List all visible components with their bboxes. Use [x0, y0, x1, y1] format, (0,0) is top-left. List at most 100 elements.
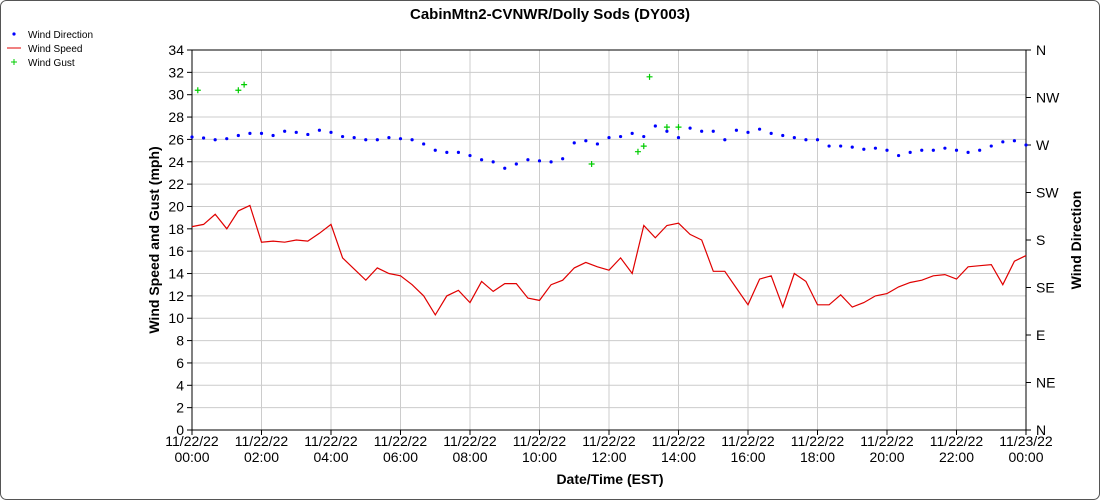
y-tick-label: 16 — [168, 243, 184, 259]
direction-dot — [514, 162, 518, 166]
direction-dot — [248, 131, 252, 135]
direction-dot — [259, 131, 264, 135]
direction-dot — [827, 144, 831, 148]
direction-dot — [607, 136, 611, 140]
direction-dot — [398, 137, 403, 141]
direction-dot — [676, 136, 681, 140]
direction-dot — [503, 166, 507, 170]
direction-dot — [734, 128, 739, 132]
y2-tick-label: SE — [1036, 280, 1055, 296]
direction-dot — [1024, 143, 1028, 147]
legend-swatch — [11, 59, 17, 65]
gust-marker — [663, 124, 670, 131]
y2-tick-label: NW — [1036, 90, 1060, 106]
speed-line — [191, 204, 1027, 317]
direction-dot — [201, 136, 206, 140]
gust-marker — [634, 148, 641, 155]
y-tick-label: 22 — [168, 176, 184, 192]
direction-dot — [595, 142, 600, 146]
direction-dot — [792, 136, 796, 140]
y-tick-label: 12 — [168, 288, 184, 304]
direction-dot — [989, 144, 993, 148]
x-tick-label: 11/22/22 16:00 — [721, 433, 775, 465]
gust-marker — [675, 124, 682, 131]
y2-tick-label: NE — [1036, 375, 1055, 391]
y-tick-label: 6 — [176, 355, 184, 371]
direction-dot — [1012, 139, 1017, 143]
direction-dot — [352, 136, 356, 140]
legend-label: Wind Direction — [28, 30, 93, 41]
direction-dot — [375, 138, 379, 142]
y2-tick-label: N — [1036, 42, 1046, 58]
direction-dot — [1001, 140, 1005, 144]
direction-dot — [746, 130, 750, 134]
x-tick-label: 11/22/22 02:00 — [235, 433, 289, 465]
plot-area — [191, 49, 1027, 431]
y-tick-label: 34 — [168, 42, 184, 58]
direction-dot — [410, 138, 414, 142]
gust-marker — [194, 87, 201, 94]
y-tick-label: 20 — [168, 198, 184, 214]
direction-dot — [723, 138, 727, 142]
direction-dot — [561, 157, 565, 161]
y-tick-label: 4 — [176, 377, 184, 393]
x-tick-label: 11/22/22 00:00 — [165, 433, 219, 465]
direction-dot — [804, 138, 808, 142]
x-tick-label: 11/22/22 04:00 — [304, 433, 358, 465]
direction-dot — [700, 129, 704, 133]
direction-dot — [943, 146, 947, 150]
y-tick-label: 30 — [168, 87, 184, 103]
gust-marker — [235, 87, 242, 94]
direction-dot — [340, 134, 345, 139]
direction-dot — [815, 138, 820, 142]
direction-dot — [839, 144, 843, 148]
y-axis-label: Wind Speed and Gust (mph) — [146, 146, 162, 333]
y2-tick-label: SW — [1036, 185, 1059, 201]
gust-marker — [241, 81, 248, 88]
x-tick-label: 11/22/22 14:00 — [652, 433, 706, 465]
y-tick-label: 8 — [176, 333, 184, 349]
direction-dot — [873, 146, 878, 150]
x-tick-label: 11/23/22 00:00 — [999, 433, 1053, 465]
direction-dot — [584, 139, 588, 143]
direction-dot — [306, 132, 310, 137]
direction-dot — [271, 133, 275, 138]
gust-marker — [588, 161, 595, 167]
direction-dot — [618, 134, 623, 139]
direction-dot — [572, 141, 576, 145]
direction-dot — [317, 128, 322, 132]
direction-dot — [526, 158, 530, 162]
direction-dot — [920, 148, 924, 152]
y-tick-label: 32 — [168, 64, 184, 80]
y-tick-label: 26 — [168, 131, 184, 147]
direction-dot — [908, 150, 912, 154]
direction-dot — [978, 148, 982, 152]
gust-marker — [640, 143, 647, 150]
direction-dot — [329, 130, 333, 134]
x-tick-label: 11/22/22 10:00 — [513, 433, 567, 465]
legend-label: Wind Gust — [28, 58, 75, 69]
direction-dot — [190, 135, 194, 139]
y-tick-label: 14 — [168, 266, 184, 282]
direction-dot — [283, 129, 287, 133]
direction-dot — [422, 142, 426, 146]
direction-dot — [885, 148, 889, 152]
direction-dot — [896, 153, 901, 158]
legend-label: Wind Speed — [28, 44, 82, 55]
direction-dot — [781, 133, 785, 138]
x-tick-label: 11/22/22 06:00 — [374, 433, 428, 465]
direction-dot — [225, 137, 229, 141]
direction-dot — [479, 158, 484, 162]
y-tick-label: 28 — [168, 109, 184, 125]
direction-dot — [468, 153, 472, 158]
direction-dot — [966, 150, 970, 154]
direction-dot — [433, 148, 437, 152]
legend-swatch — [12, 32, 16, 36]
y2-tick-label: S — [1036, 232, 1045, 248]
direction-dot — [491, 160, 495, 164]
direction-dot — [387, 136, 391, 140]
x-axis-label: Date/Time (EST) — [556, 471, 663, 487]
direction-dot — [642, 134, 646, 139]
